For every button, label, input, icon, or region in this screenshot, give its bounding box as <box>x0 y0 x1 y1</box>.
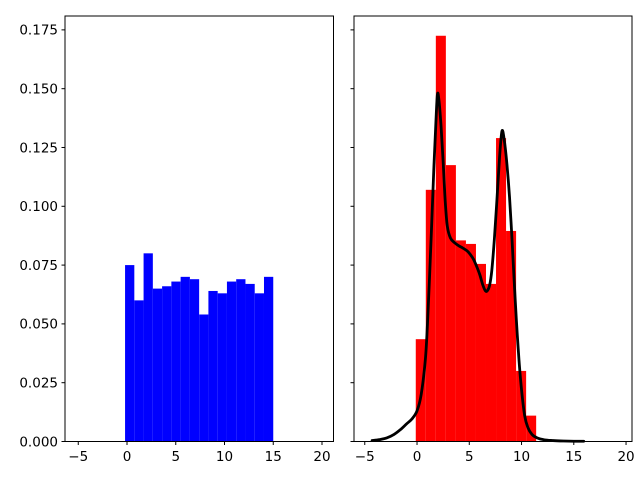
left-subplot: −5 0 5 10 15 20 0.000 0.025 0.050 0.075 0.100 0.125… <box>19 15 334 465</box>
right-histogram-bar <box>445 165 456 442</box>
kde-curve <box>370 91 586 443</box>
right-histogram-bar <box>526 415 537 442</box>
y-tick-label: 0.125 <box>19 140 58 156</box>
y-tick-label: 0.175 <box>19 23 58 39</box>
x-tick-label: 15 <box>265 449 282 465</box>
right-histogram-bars <box>415 35 537 442</box>
y-tick-label: 0.000 <box>19 434 58 450</box>
left-histogram-bar <box>152 288 163 442</box>
x-tick-label: −5 <box>68 449 88 465</box>
left-axes-spines <box>64 15 334 442</box>
left-histogram-bar <box>263 276 274 442</box>
x-tick-label: −5 <box>355 449 375 465</box>
left-histogram-bar <box>143 253 153 442</box>
left-histogram-bar <box>226 281 237 442</box>
left-histogram-bar <box>199 314 209 442</box>
right-histogram-bar <box>435 35 446 442</box>
right-histogram-bar <box>455 240 466 442</box>
left-histogram-bar <box>208 290 218 442</box>
left-histogram-bar <box>217 293 227 442</box>
right-histogram-bar <box>465 243 476 442</box>
left-histogram-bar <box>180 276 190 442</box>
left-histogram-bar <box>162 286 172 442</box>
left-histogram-bar <box>189 279 200 442</box>
right-subplot: −5 0 5 10 15 20 <box>350 15 635 465</box>
right-histogram-bar <box>496 138 507 442</box>
right-histogram-bar <box>475 263 486 442</box>
y-tick-label: 0.025 <box>19 375 58 391</box>
x-tick-label: 20 <box>617 449 634 465</box>
left-histogram-bar <box>171 281 181 442</box>
left-histogram-bar <box>134 300 144 442</box>
y-tick-label: 0.075 <box>19 258 58 274</box>
y-tick-label: 0.050 <box>19 317 58 333</box>
right-histogram-bar <box>425 189 436 442</box>
left-histogram-bars <box>125 253 274 442</box>
x-tick-label: 10 <box>513 449 530 465</box>
x-tick-label: 0 <box>413 449 422 465</box>
x-tick-label: 15 <box>565 449 582 465</box>
left-histogram-bar <box>236 279 246 442</box>
left-histogram-bar <box>125 265 135 442</box>
x-tick-label: 0 <box>123 449 132 465</box>
y-tick-label: 0.100 <box>19 199 58 215</box>
x-tick-label: 5 <box>465 449 474 465</box>
left-histogram-bar <box>254 293 264 442</box>
right-histogram-bar <box>516 370 527 442</box>
right-axes-spines <box>353 15 633 442</box>
right-histogram-bar <box>486 283 497 442</box>
x-tick-label: 10 <box>216 449 233 465</box>
y-tick-label: 0.150 <box>19 81 58 97</box>
right-histogram-bar <box>506 230 517 442</box>
right-ticks <box>350 29 627 445</box>
left-ticks <box>61 29 323 445</box>
x-tick-label: 5 <box>171 449 180 465</box>
x-tick-label: 20 <box>313 449 330 465</box>
left-histogram-bar <box>245 283 255 442</box>
